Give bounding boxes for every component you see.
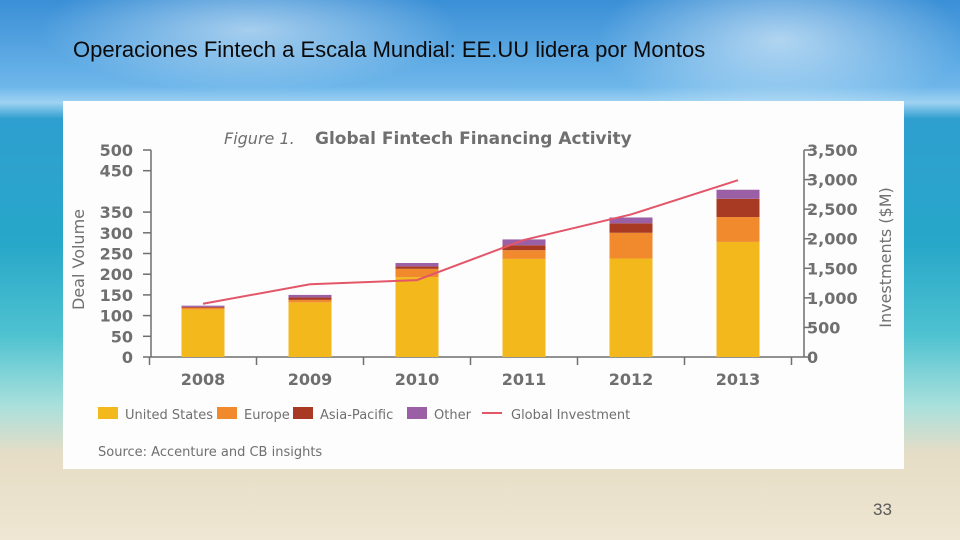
left-tick-label: 200 [100,265,133,284]
x-tick-label: 2009 [288,370,333,389]
bar-segment [609,217,653,224]
global-investment-line [202,179,739,305]
legend-swatch [217,407,237,419]
bar-segment [288,297,332,300]
bar-segment [288,302,332,357]
bar-segment [502,239,546,246]
legend-swatch [98,407,118,419]
bar-segment [288,299,332,303]
legend-label: Other [434,408,472,423]
right-axis-label: Investments ($M) [876,187,895,328]
bar-segment [395,268,439,278]
x-tick-label: 2012 [609,370,654,389]
right-tick-label: 2,000 [807,230,858,249]
bar-segment [716,217,760,242]
x-tick-label: 2010 [395,370,440,389]
chart-panel: Figure 1. Global Fintech Financing Activ… [63,101,904,469]
legend-swatch [407,407,427,419]
right-tick-label: 1,000 [807,289,858,308]
left-tick-label: 500 [100,141,133,160]
bar-segment [181,306,225,308]
slide-title: Operaciones Fintech a Escala Mundial: EE… [73,37,706,62]
bar-segment [395,263,439,267]
left-tick-label: 300 [100,224,133,243]
right-tick-label: 1,500 [807,259,858,278]
bar-segment [181,307,225,310]
bar-segment [181,305,225,307]
left-tick-label: 150 [100,286,133,305]
page-number: 33 [873,500,892,519]
bar-segment [609,258,653,357]
right-tick-label: 500 [807,318,840,337]
legend-label: United States [125,408,213,423]
x-tick-label: 2008 [181,370,226,389]
bar-segment [502,245,546,251]
bar-segment [716,198,760,218]
left-tick-label: 0 [122,348,133,367]
left-tick-label: 350 [100,203,133,222]
legend-label: Asia-Pacific [320,408,393,423]
bar-segment [395,266,439,269]
figure-label: Figure 1. [224,129,295,148]
right-tick-label: 2,500 [807,200,858,219]
bar-segment [502,250,546,259]
bar-segment [609,232,653,259]
left-tick-label: 450 [100,162,133,181]
bar-segment [716,241,760,357]
chart-source: Source: Accenture and CB insights [98,445,322,460]
chart-title: Global Fintech Financing Activity [315,129,632,149]
legend-swatch [293,407,313,419]
x-tick-label: 2011 [502,370,547,389]
legend-label: Europe [244,408,290,423]
x-tick-label: 2013 [716,370,761,389]
left-axis-label: Deal Volume [69,209,88,310]
bar-segment [181,309,225,357]
right-tick-label: 3,500 [807,141,858,160]
right-tick-label: 3,000 [807,171,858,190]
right-tick-label: 0 [807,348,818,367]
legend-label: Global Investment [511,408,630,423]
left-tick-label: 100 [100,307,133,326]
bar-segment [502,258,546,357]
bar-segment [288,294,332,298]
left-tick-label: 250 [100,245,133,264]
bar-segment [609,223,653,233]
left-tick-label: 50 [111,327,133,346]
bar-segment [395,277,439,357]
fintech-chart: Figure 1. Global Fintech Financing Activ… [69,129,895,460]
bar-segment [716,189,760,199]
